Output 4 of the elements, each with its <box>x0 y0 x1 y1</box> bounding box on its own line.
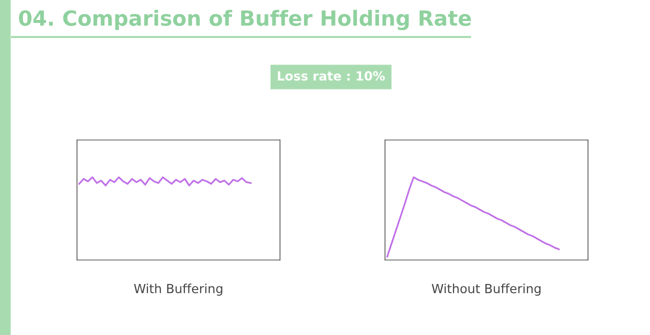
text: 04. Comparison of Buffer Holding Rate <box>18 10 471 30</box>
text: Loss rate : 10% <box>278 71 385 81</box>
x-axis-title: With Buffering <box>134 284 222 296</box>
x-axis-title: Without Buffering <box>432 284 541 296</box>
